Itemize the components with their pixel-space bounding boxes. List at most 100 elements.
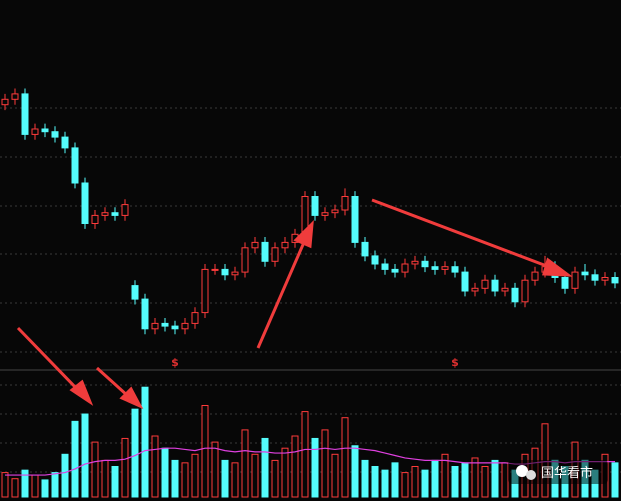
- signal-label: $: [451, 356, 459, 369]
- signal-label: $: [171, 356, 179, 369]
- volume-bar: [1, 472, 9, 498]
- candle-body: [151, 322, 159, 330]
- volume-bar: [301, 411, 309, 498]
- candle-body: [571, 271, 579, 289]
- volume-bar: [411, 466, 419, 498]
- candle-body: [591, 274, 599, 281]
- candle-body: [91, 214, 99, 224]
- candle-body: [471, 287, 479, 292]
- arrows: [16, 198, 573, 410]
- volume-bar: [171, 459, 179, 498]
- candle-body: [511, 287, 519, 303]
- volume-bar: [421, 469, 429, 498]
- volume-bar: [381, 469, 389, 498]
- candle-body: [161, 322, 169, 327]
- volume-bar: [441, 453, 449, 498]
- candle-body: [531, 271, 539, 281]
- volume-bar: [321, 429, 329, 498]
- candle-body: [1, 98, 9, 106]
- grid: [0, 107, 621, 473]
- volume-bar: [261, 437, 269, 498]
- candle-body: [361, 241, 369, 257]
- volume-bar: [111, 466, 119, 498]
- candle-body: [51, 131, 59, 138]
- candle-body: [121, 204, 129, 216]
- candle-body: [351, 196, 359, 243]
- candle-body: [561, 277, 569, 289]
- candle-body: [611, 277, 619, 284]
- candle-body: [261, 241, 269, 262]
- volume-bar: [331, 453, 339, 498]
- candle-body: [21, 93, 29, 135]
- candle-body: [341, 196, 349, 211]
- volume-bar: [221, 459, 229, 498]
- volume-bar: [431, 459, 439, 498]
- volume-bar: [611, 462, 619, 498]
- candle-body: [401, 263, 409, 273]
- arrow: [371, 198, 553, 270]
- volume-bar: [21, 469, 29, 498]
- candle-body: [581, 271, 589, 276]
- candle-body: [371, 255, 379, 265]
- candle-body: [181, 322, 189, 330]
- volume-bar: [41, 479, 49, 498]
- volume-bar: [361, 459, 369, 498]
- volume-bar: [121, 437, 129, 498]
- candle-body: [41, 128, 49, 133]
- volume-bar: [201, 405, 209, 498]
- candle-body: [191, 312, 199, 324]
- volume-bar: [151, 435, 159, 498]
- volume-bar: [371, 466, 379, 498]
- watermark: 国华看市: [508, 460, 608, 484]
- candle-body: [131, 285, 139, 300]
- volume-bar: [231, 462, 239, 498]
- candle-body: [171, 325, 179, 330]
- arrow: [95, 366, 130, 398]
- candle-body: [391, 268, 399, 273]
- volume-bar: [161, 447, 169, 498]
- candle-body: [241, 247, 249, 273]
- candle-body: [281, 241, 289, 249]
- volume-bar: [81, 413, 89, 498]
- candle-body: [321, 212, 329, 216]
- arrowhead: [293, 220, 314, 249]
- volume-bar: [31, 474, 39, 498]
- candle-body: [501, 287, 509, 292]
- volume-bar: [101, 459, 109, 498]
- arrow: [16, 326, 80, 392]
- candle-body: [601, 277, 609, 281]
- candle-body: [11, 93, 19, 100]
- volume-bar: [461, 462, 469, 498]
- arrow: [256, 239, 307, 349]
- candle-body: [61, 136, 69, 149]
- volume-bar: [141, 386, 149, 498]
- candle-body: [441, 266, 449, 270]
- candle-body: [431, 266, 439, 270]
- volume-bar: [401, 472, 409, 498]
- volume-bar: [181, 462, 189, 498]
- candle-body: [211, 268, 219, 271]
- volume-bar: [61, 453, 69, 498]
- candle-body: [31, 128, 39, 135]
- volume-bar: [391, 462, 399, 498]
- volume-bar: [451, 466, 459, 498]
- watermark-icon: [516, 465, 528, 477]
- volume-bar: [351, 445, 359, 498]
- candle-body: [141, 298, 149, 330]
- volume-bar: [291, 435, 299, 498]
- candle-body: [381, 263, 389, 270]
- candle-body: [271, 247, 279, 262]
- volume-bar: [501, 462, 509, 498]
- candle-body: [311, 196, 319, 216]
- volume-bar: [241, 429, 249, 498]
- candle-body: [411, 260, 419, 265]
- candle-body: [111, 212, 119, 216]
- volume-bar: [341, 417, 349, 498]
- watermark-icon: [526, 470, 536, 480]
- volume-bar: [191, 453, 199, 498]
- candle-body: [521, 279, 529, 303]
- volume-bar: [251, 453, 259, 498]
- volume-bar: [71, 420, 79, 498]
- arrowhead: [119, 386, 144, 410]
